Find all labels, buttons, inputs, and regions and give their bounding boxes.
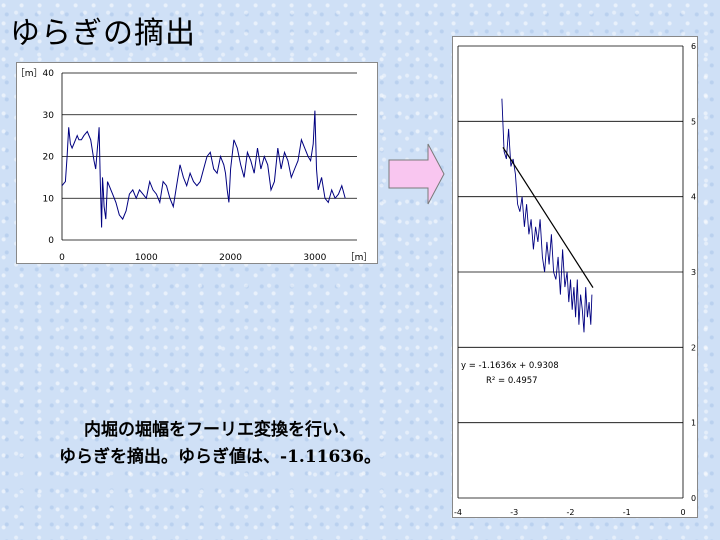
width-chart-panel: 0 10 20 30 ［m］40 0 1000 2000 3000 ［m］ [16,62,378,264]
width-line-chart: 0 10 20 30 ［m］40 0 1000 2000 3000 ［m］ [16,68,373,263]
trend-line [502,147,594,288]
y-tick-label: 0 [48,236,54,246]
x-tick-label: -3 [510,508,518,517]
caption: 内堀の堀幅をフーリエ変換を行い、 ゆらぎを摘出。ゆらぎ値は、-1.11636。 [20,417,420,471]
y-tick-label: 2 [691,343,696,352]
y-tick-label: ［m］40 [16,68,54,79]
caption-line-1: 内堀の堀幅をフーリエ変換を行い、 [84,420,356,440]
arrow-shape [388,143,445,205]
y-tick-label: 6 [691,42,696,51]
y-tick-label: 4 [691,193,696,202]
series-line [501,98,593,333]
x-tick-label: 1000 [135,253,158,263]
y-tick-label: 3 [691,268,696,277]
y-tick-label: 10 [43,194,55,204]
x-tick-label: -2 [567,508,575,517]
x-tick-label: -4 [454,508,462,517]
trend-equation: y = -1.1636x + 0.9308 [461,361,559,371]
y-tick-label: 0 [691,494,696,503]
series-line [61,110,346,228]
x-tick-label: 2000 [219,253,242,263]
y-tick-label: 30 [43,111,55,121]
x-tick-label: 0 [59,253,65,263]
caption-line-2: ゆらぎを摘出。ゆらぎ値は、-1.11636。 [59,447,381,467]
fluctuation-chart-panel: 0 1 2 3 4 5 6 -4 -3 -2 -1 0 y = -1.1636x + 0.9308 R² … [452,36,698,518]
y-tick-label: 1 [691,419,696,428]
r-squared-label: R² = 0.4957 [486,376,538,386]
x-tick-label: 0 [680,508,685,517]
x-unit-label: ［m］ [346,252,373,263]
x-tick-label: -1 [623,508,631,517]
y-tick-label: 5 [691,117,696,126]
x-tick-label: 3000 [303,253,326,263]
y-tick-label: 20 [43,153,55,163]
page-title: ゆらぎの摘出 [10,16,196,51]
fluctuation-scatter-chart: 0 1 2 3 4 5 6 -4 -3 -2 -1 0 y = -1.1636x + 0.9308 R² … [454,42,696,517]
